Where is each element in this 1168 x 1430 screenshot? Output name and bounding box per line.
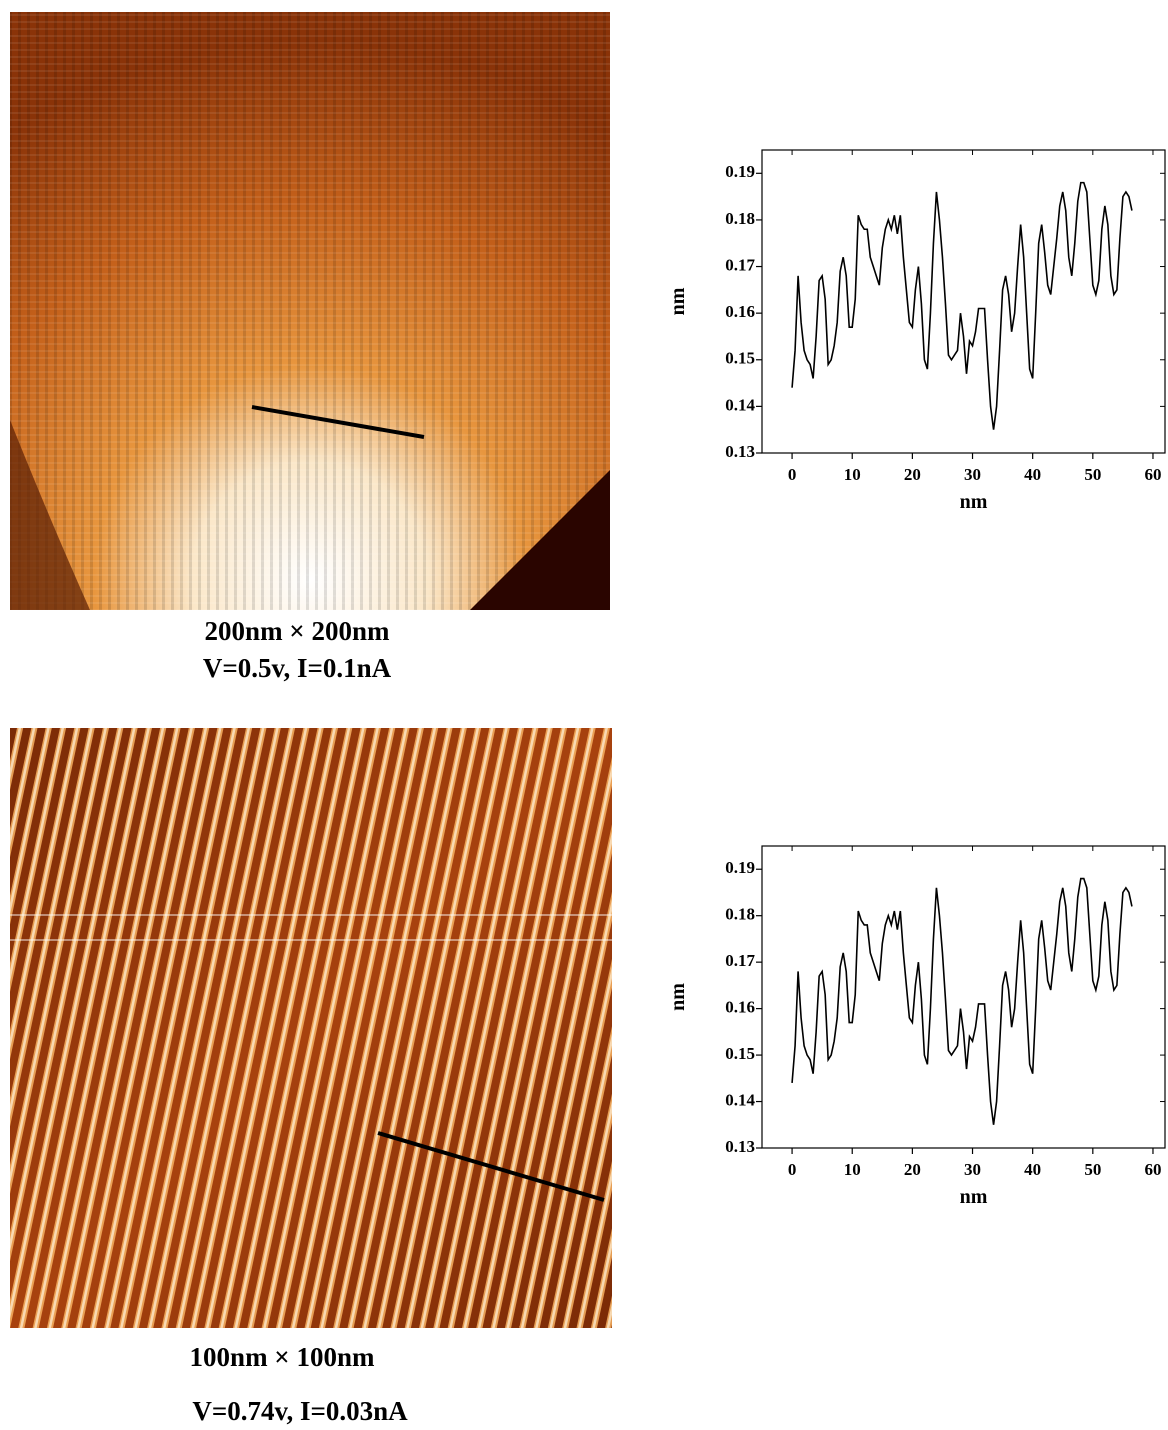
x-tick-label: 0 (788, 465, 797, 484)
plot-frame (761, 845, 1166, 1149)
y-tick-label: 0.15 (725, 349, 755, 368)
y-tick-label: 0.16 (725, 998, 755, 1017)
stm-image-2 (10, 728, 612, 1328)
x-tick-label: 40 (1024, 465, 1041, 484)
x-tick-label: 40 (1024, 1160, 1041, 1179)
x-tick-label: 20 (904, 465, 921, 484)
profile-line (791, 877, 1133, 1125)
y-tick-label: 0.16 (725, 302, 755, 321)
x-tick-label: 30 (964, 465, 981, 484)
caption: V=0.5v, I=0.1nA (203, 653, 392, 683)
stm-image-1 (10, 12, 610, 610)
x-tick-label: 10 (844, 465, 861, 484)
x-tick-label: 50 (1084, 465, 1101, 484)
plot-frame (761, 149, 1166, 454)
x-tick-label: 60 (1144, 1160, 1161, 1179)
y-tick-label: 0.13 (725, 442, 755, 461)
y-tick-label: 0.17 (725, 951, 755, 970)
y-axis-label: nm (667, 287, 689, 315)
x-tick-label: 60 (1144, 465, 1161, 484)
y-tick-label: 0.13 (725, 1137, 755, 1156)
x-tick-label: 10 (844, 1160, 861, 1179)
y-tick-label: 0.17 (725, 255, 755, 274)
y-tick-label: 0.14 (725, 1090, 755, 1109)
x-axis-label: nm (960, 1186, 988, 1208)
y-tick-label: 0.14 (725, 395, 755, 414)
x-tick-label: 20 (904, 1160, 921, 1179)
caption: 200nm × 200nm (205, 616, 390, 646)
y-tick-label: 0.18 (725, 209, 755, 228)
x-axis-label: nm (960, 491, 988, 513)
y-tick-label: 0.19 (725, 858, 755, 877)
y-tick-label: 0.15 (725, 1044, 755, 1063)
x-tick-label: 0 (788, 1160, 797, 1179)
x-tick-label: 30 (964, 1160, 981, 1179)
profile-line (791, 181, 1133, 430)
y-axis-label: nm (667, 983, 689, 1011)
caption: 100nm × 100nm (190, 1342, 375, 1372)
caption: V=0.74v, I=0.03nA (192, 1396, 408, 1426)
x-tick-label: 50 (1084, 1160, 1101, 1179)
y-tick-label: 0.19 (725, 162, 755, 181)
y-tick-label: 0.18 (725, 905, 755, 924)
